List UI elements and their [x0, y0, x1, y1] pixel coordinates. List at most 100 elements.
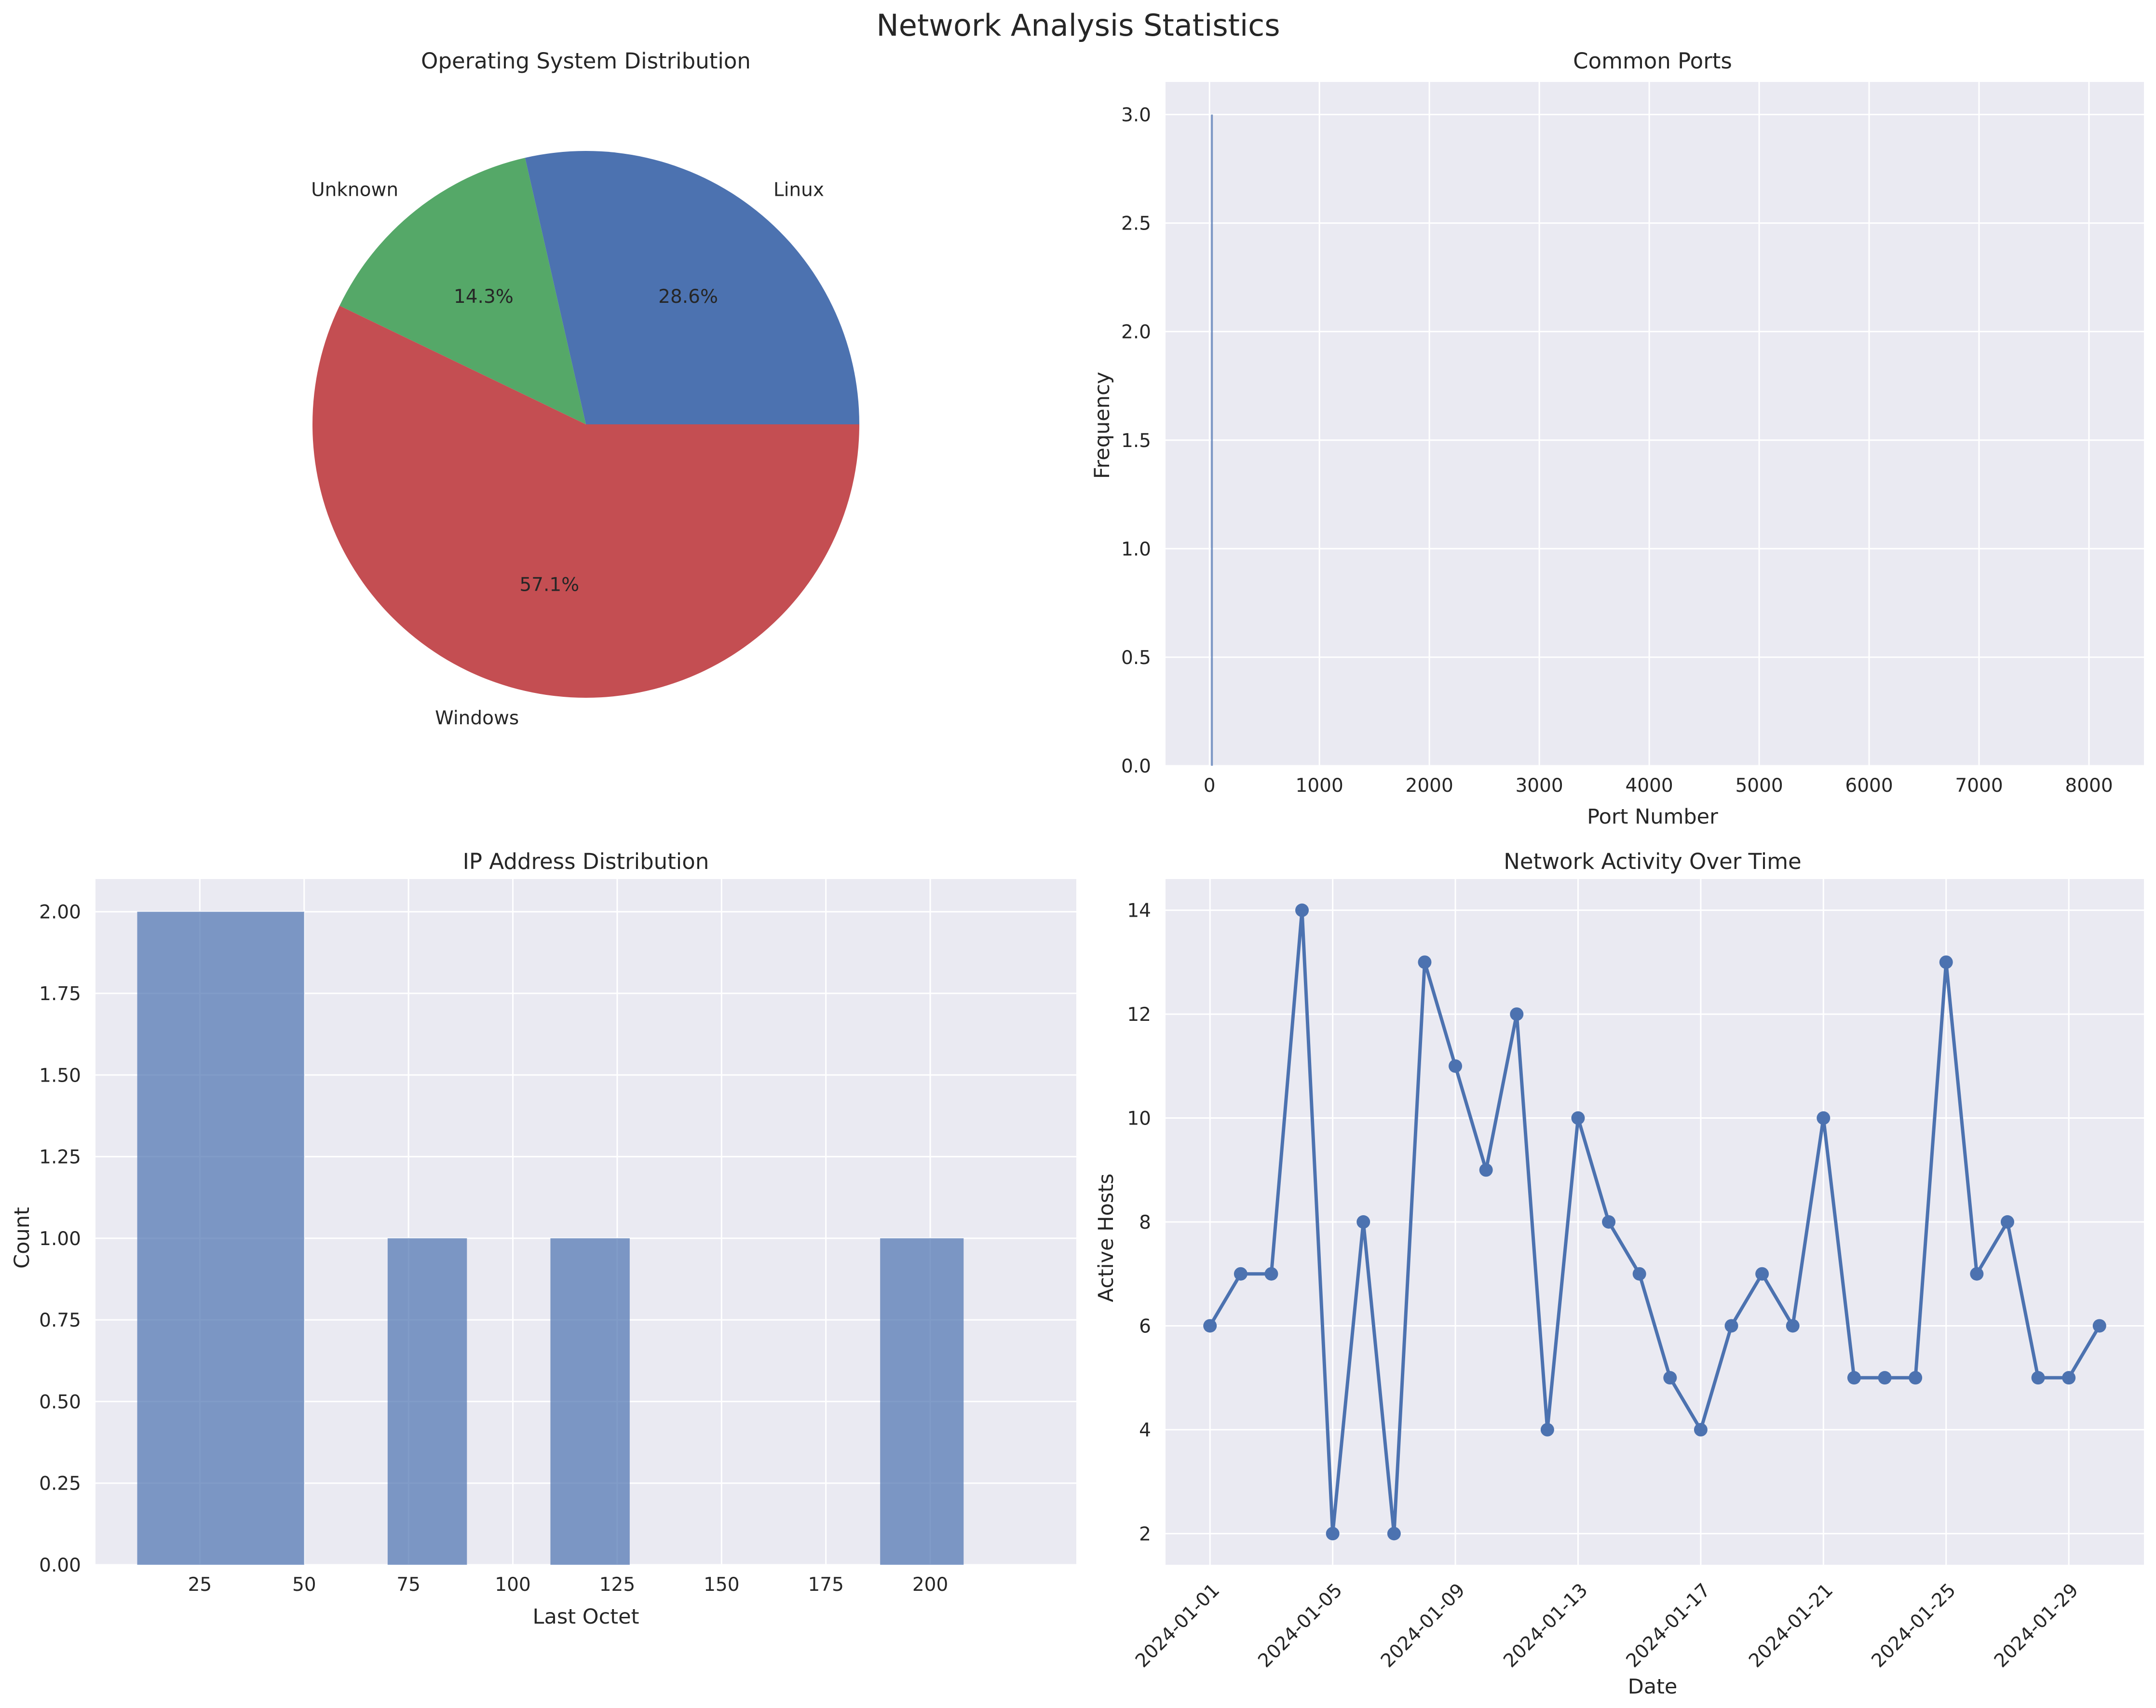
- ports-xtick-label: 0: [1204, 775, 1216, 797]
- ip-ytick-label: 1.00: [39, 1228, 81, 1250]
- pie-slice-windows: [312, 305, 859, 698]
- ip-bar: [387, 1238, 467, 1565]
- ports-xtick-label: 6000: [1845, 775, 1893, 797]
- ip-ytick-label: 0.50: [39, 1391, 81, 1413]
- ports-bar: [1211, 114, 1213, 766]
- ip-xtick-label: 75: [396, 1574, 420, 1596]
- activity-point: [1939, 955, 1953, 969]
- activity-point: [2031, 1371, 2045, 1385]
- ip-ytick-label: 0.00: [39, 1555, 81, 1576]
- ip-tick-labels: 25 50 75 100 125 150 175 200 0.00 0.25 0.50 0.75 1.0…: [39, 902, 948, 1596]
- ip-ytick-label: 0.25: [39, 1473, 81, 1495]
- activity-point: [1295, 903, 1309, 917]
- activity-point: [1909, 1371, 1923, 1385]
- os-pie-title: Operating System Distribution: [421, 48, 751, 74]
- activity-point: [1387, 1527, 1401, 1541]
- pie-label-windows: Windows: [435, 707, 519, 729]
- ip-xtick-label: 150: [704, 1574, 739, 1596]
- activity-point: [1540, 1423, 1554, 1437]
- activity-grid: [1166, 879, 2144, 1565]
- activity-ytick-label: 14: [1127, 900, 1151, 922]
- activity-ylabel: Active Hosts: [1094, 1174, 1118, 1302]
- activity-xlabel: Date: [1628, 1675, 1678, 1699]
- ip-xtick-label: 100: [495, 1574, 530, 1596]
- ip-ytick-label: 1.25: [39, 1147, 81, 1168]
- ip-ytick-label: 1.50: [39, 1065, 81, 1086]
- activity-point: [2062, 1371, 2076, 1385]
- activity-ytick-label: 8: [1139, 1212, 1151, 1234]
- ip-xlabel: Last Octet: [533, 1605, 639, 1629]
- ports-xtick-label: 3000: [1515, 775, 1563, 797]
- ports-xtick-label: 4000: [1625, 775, 1673, 797]
- activity-ytick-label: 6: [1139, 1315, 1151, 1337]
- activity-point: [1571, 1111, 1585, 1125]
- os-distribution-pie-chart: Operating System Distribution Linux 28.6%…: [311, 48, 859, 729]
- activity-point: [1264, 1267, 1278, 1281]
- pie-percent-unknown: 14.3%: [454, 286, 514, 308]
- activity-point: [1632, 1267, 1646, 1281]
- ip-bar: [550, 1238, 630, 1565]
- activity-point: [1326, 1527, 1340, 1541]
- ip-xtick-label: 125: [599, 1574, 635, 1596]
- ports-ytick-label: 1.5: [1121, 430, 1151, 452]
- ports-grid: [1166, 82, 2144, 767]
- os-pie-slices: [312, 151, 859, 698]
- ports-xtick-label: 1000: [1296, 775, 1343, 797]
- ports-xtick-label: 8000: [2065, 775, 2113, 797]
- activity-point: [1234, 1267, 1247, 1281]
- ip-xtick-label: 25: [188, 1574, 212, 1596]
- activity-point: [1510, 1007, 1524, 1021]
- ip-distribution-chart: 25 50 75 100 125 150 175 200 0.00 0.25 0.50 0.75 1.0…: [10, 849, 1076, 1629]
- activity-point: [1479, 1163, 1493, 1177]
- ports-ytick-label: 2.0: [1121, 322, 1151, 343]
- pie-label-unknown: Unknown: [311, 179, 398, 201]
- activity-series: [1203, 903, 2106, 1541]
- activity-ytick-label: 2: [1139, 1523, 1151, 1545]
- activity-point: [1817, 1111, 1831, 1125]
- ip-ytick-label: 1.75: [39, 983, 81, 1005]
- ports-plot-area: [1166, 82, 2144, 766]
- pie-label-linux: Linux: [773, 179, 824, 201]
- activity-point: [1847, 1371, 1861, 1385]
- ip-bars: [137, 911, 964, 1565]
- ip-xtick-label: 50: [292, 1574, 316, 1596]
- activity-point: [1724, 1319, 1738, 1333]
- ports-xtick-label: 2000: [1406, 775, 1453, 797]
- activity-title: Network Activity Over Time: [1504, 849, 1801, 874]
- ip-ylabel: Count: [10, 1207, 34, 1269]
- activity-ytick-label: 12: [1127, 1004, 1151, 1026]
- common-ports-chart: 0 1000 2000 3000 4000 5000 6000 7000 8000 0.0 0.5 1…: [1090, 48, 2144, 829]
- pie-slice-unknown: [339, 158, 586, 424]
- activity-point: [1418, 955, 1432, 969]
- ports-xtick-label: 7000: [1955, 775, 2003, 797]
- activity-point: [1878, 1371, 1892, 1385]
- ports-ytick-label: 3.0: [1121, 105, 1151, 126]
- activity-line: [1208, 908, 2101, 1535]
- ports-bars: [1211, 114, 1213, 766]
- pie-percent-windows: 57.1%: [519, 574, 579, 596]
- ports-ytick-label: 0.5: [1121, 647, 1151, 669]
- ip-xtick-label: 200: [912, 1574, 948, 1596]
- activity-point: [1694, 1423, 1708, 1437]
- ip-xtick-label: 175: [808, 1574, 843, 1596]
- activity-point: [2092, 1319, 2106, 1333]
- activity-point: [1970, 1267, 1984, 1281]
- activity-point: [1356, 1215, 1370, 1229]
- pie-percent-linux: 28.6%: [658, 286, 718, 308]
- ip-bar: [880, 1238, 964, 1565]
- activity-point: [2000, 1215, 2014, 1229]
- activity-point: [1449, 1059, 1463, 1073]
- activity-point: [1786, 1319, 1800, 1333]
- ports-ytick-label: 0.0: [1121, 756, 1151, 777]
- activity-point: [1203, 1319, 1217, 1333]
- figure-title: Network Analysis Statistics: [876, 8, 1280, 43]
- ports-ytick-label: 2.5: [1121, 213, 1151, 235]
- activity-point: [1602, 1215, 1616, 1229]
- ports-xtick-label: 5000: [1735, 775, 1783, 797]
- activity-point: [1755, 1267, 1769, 1281]
- ip-ytick-label: 2.00: [39, 902, 81, 923]
- os-pie-labels: Linux 28.6% Unknown 14.3% Windows 57.1%: [311, 179, 824, 729]
- ports-title: Common Ports: [1573, 48, 1732, 74]
- ports-ytick-label: 1.0: [1121, 539, 1151, 560]
- ip-title: IP Address Distribution: [463, 849, 709, 874]
